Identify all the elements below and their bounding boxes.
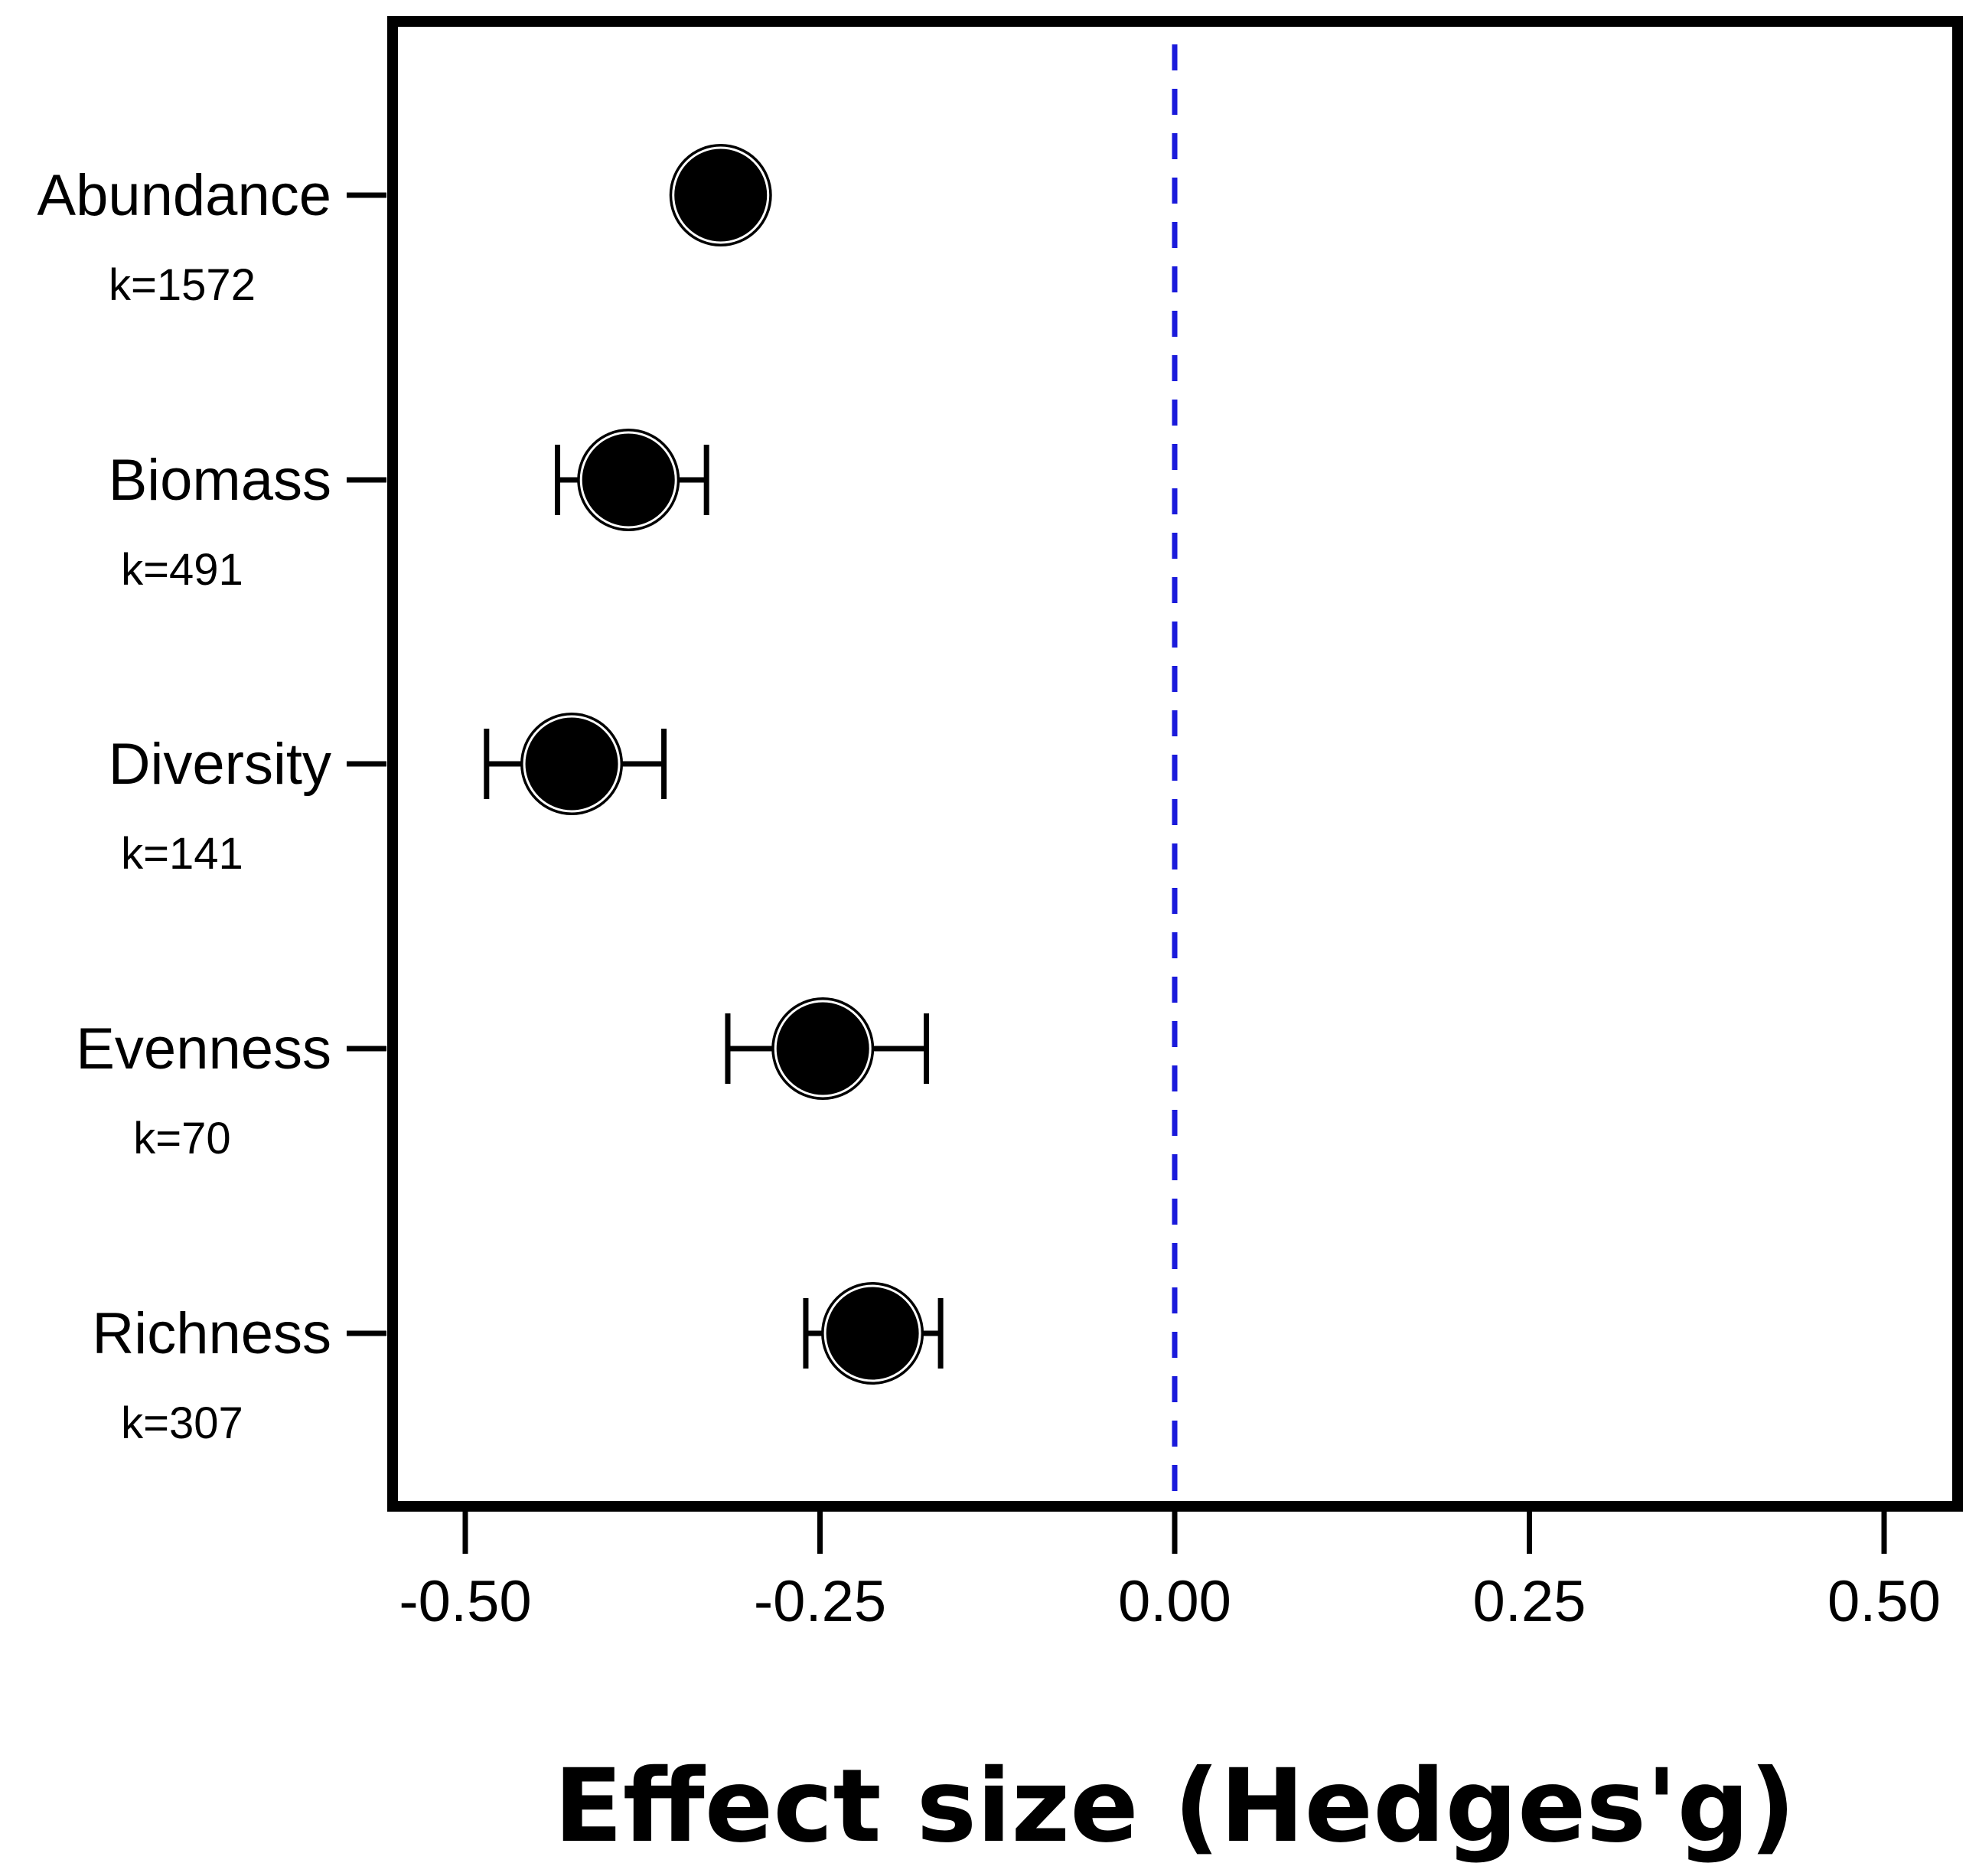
- k-label-abundance: k=1572: [109, 260, 256, 310]
- category-labels: Abundance k=1572 Biomass k=491 Diversity k=14…: [37, 163, 386, 1448]
- category-label-richness: Richness: [92, 1301, 331, 1366]
- x-tick-label-4: 0.50: [1827, 1569, 1941, 1634]
- category-label-biomass: Biomass: [109, 448, 331, 513]
- x-axis-title: Effect size (Hedges'g): [554, 1747, 1796, 1865]
- k-label-evenness: k=70: [133, 1114, 230, 1163]
- point-richness: [827, 1288, 918, 1378]
- x-tick-label-0: -0.50: [399, 1569, 531, 1634]
- category-label-diversity: Diversity: [109, 732, 331, 797]
- category-label-evenness: Evenness: [76, 1016, 331, 1082]
- point-evenness: [778, 1003, 869, 1094]
- data-points: [484, 144, 944, 1385]
- k-label-diversity: k=141: [121, 829, 243, 879]
- x-tick-label-1: -0.25: [754, 1569, 886, 1634]
- point-biomass: [583, 435, 674, 525]
- k-label-biomass: k=491: [121, 545, 243, 595]
- plot-frame: [387, 16, 1963, 1512]
- point-ring-diversity: [523, 715, 621, 813]
- point-ring-richness: [823, 1284, 921, 1382]
- point-ring-biomass: [579, 431, 677, 529]
- x-tick-label-2: 0.00: [1118, 1569, 1231, 1634]
- k-label-richness: k=307: [121, 1398, 243, 1448]
- x-tick-label-3: 0.25: [1473, 1569, 1586, 1634]
- category-label-abundance: Abundance: [37, 163, 331, 228]
- point-ring-evenness: [774, 1000, 872, 1098]
- point-diversity: [527, 719, 618, 809]
- point-abundance: [675, 150, 766, 240]
- point-ring-abundance: [672, 146, 770, 244]
- x-axis: -0.50 -0.25 0.00 0.25 0.50: [399, 1512, 1941, 1634]
